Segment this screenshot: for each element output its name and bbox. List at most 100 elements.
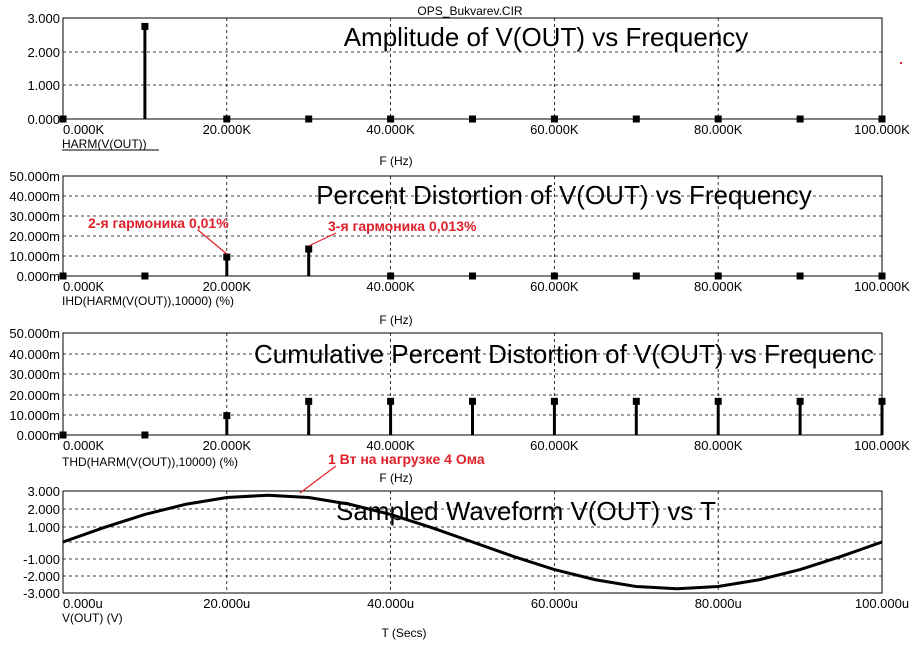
x-tick-label: 60.000u	[531, 596, 578, 611]
y-tick-label: 10.000m	[9, 249, 60, 264]
harmonic-marker	[141, 272, 149, 280]
x-tick-label: 20.000u	[203, 596, 250, 611]
trace-label: IHD(HARM(V(OUT)),10000) (%)	[62, 294, 234, 308]
trace-label: V(OUT) (V)	[62, 611, 123, 625]
harmonic-marker	[223, 253, 231, 261]
x-tick-label: 20.000K	[203, 279, 252, 294]
x-tick-label: 100.000u	[855, 596, 909, 611]
x-tick-label: 40.000u	[367, 596, 414, 611]
harmonic-marker	[59, 272, 67, 280]
harmonic-marker	[796, 397, 804, 405]
x-axis-label: F (Hz)	[379, 471, 412, 485]
x-tick-label: 0.000u	[63, 596, 103, 611]
x-tick-label: 100.000K	[854, 438, 910, 453]
annotation-pointer	[299, 465, 337, 494]
y-tick-label: 30.000m	[9, 367, 60, 382]
waveform-line	[62, 493, 883, 591]
y-tick-label: 50.000m	[9, 326, 60, 341]
y-tick-label: 0.000m	[17, 428, 60, 443]
x-tick-label: 80.000u	[695, 596, 742, 611]
harmonic-marker	[59, 431, 67, 439]
y-tick-label: 0.000	[27, 112, 60, 127]
harmonic-marker	[714, 115, 722, 123]
x-tick-label: 80.000K	[694, 438, 743, 453]
x-tick-label: 100.000K	[854, 279, 910, 294]
trace-label: HARM(V(OUT))	[62, 137, 147, 151]
plot-title: Amplitude of V(OUT) vs Frequency	[344, 22, 749, 52]
edge-marker	[900, 62, 902, 64]
annotation-pointer	[308, 232, 337, 247]
y-tick-label: 1.000	[27, 78, 60, 93]
harmonic-marker	[387, 115, 395, 123]
plot-title: Percent Distortion of V(OUT) vs Frequenc…	[316, 180, 812, 210]
harmonic-marker	[550, 397, 558, 405]
y-tick-label: -2.000	[23, 569, 60, 584]
harmonic-marker	[305, 397, 313, 405]
y-tick-label: 0.000m	[17, 269, 60, 284]
harmonic-marker	[796, 272, 804, 280]
y-tick-label: 40.000m	[9, 347, 60, 362]
y-tick-label: 2.000	[27, 502, 60, 517]
x-tick-label: 60.000K	[530, 438, 579, 453]
x-tick-label: 80.000K	[694, 122, 743, 137]
y-tick-label: -3.000	[23, 586, 60, 601]
x-axis-label: F (Hz)	[379, 313, 412, 327]
window-title: OPS_Bukvarev.CIR	[417, 4, 522, 18]
harmonic-marker	[632, 397, 640, 405]
harmonic-marker	[550, 272, 558, 280]
harmonic-marker	[878, 272, 886, 280]
harmonic-marker	[714, 397, 722, 405]
x-axis-label: T (Secs)	[381, 626, 426, 640]
harmonic-marker	[632, 272, 640, 280]
trace-label: THD(HARM(V(OUT)),10000) (%)	[62, 455, 238, 469]
y-tick-label: -1.000	[23, 552, 60, 567]
harmonic-marker	[223, 115, 231, 123]
harmonic-marker	[632, 115, 640, 123]
x-tick-label: 0.000K	[63, 122, 105, 137]
harmonic-marker	[469, 397, 476, 405]
y-tick-label: 10.000m	[9, 408, 60, 423]
y-tick-label: 30.000m	[9, 209, 60, 224]
plot-title: Sampled Waveform V(OUT) vs T	[336, 496, 716, 526]
y-tick-label: 40.000m	[9, 189, 60, 204]
y-tick-label: 3.000	[27, 11, 60, 26]
harmonic-marker	[714, 272, 722, 280]
x-tick-label: 100.000K	[854, 122, 910, 137]
x-tick-label: 40.000K	[366, 279, 415, 294]
plot-title: Cumulative Percent Distortion of V(OUT) …	[254, 339, 874, 369]
plot-panel-3	[59, 332, 886, 439]
y-tick-label: 3.000	[27, 484, 60, 499]
y-tick-label: 1.000	[27, 520, 60, 535]
plot-panel-1	[59, 17, 886, 151]
x-tick-label: 40.000K	[366, 438, 415, 453]
plot-panel-2	[59, 175, 886, 280]
annotation-pointer	[197, 229, 228, 255]
harmonic-marker	[387, 397, 395, 405]
x-tick-label: 80.000K	[694, 279, 743, 294]
y-tick-label: 50.000m	[9, 169, 60, 184]
harmonic-marker	[878, 397, 886, 405]
harmonic-marker	[796, 115, 804, 123]
annotation-label: 2-я гармоника 0,01%	[88, 215, 229, 231]
harmonic-marker	[223, 412, 231, 420]
harmonic-marker	[550, 115, 558, 123]
y-tick-label: 2.000	[27, 45, 60, 60]
x-tick-label: 40.000K	[366, 122, 415, 137]
x-tick-label: 20.000K	[203, 438, 252, 453]
harmonic-marker	[59, 115, 67, 123]
x-tick-label: 20.000K	[203, 122, 252, 137]
x-tick-label: 60.000K	[530, 279, 579, 294]
annotation-label: 1 Вт на нагрузке 4 Ома	[328, 451, 485, 467]
x-tick-label: 0.000K	[63, 279, 105, 294]
harmonic-marker	[141, 22, 149, 30]
harmonic-marker	[878, 115, 886, 123]
x-tick-label: 60.000K	[530, 122, 579, 137]
y-tick-label: 20.000m	[9, 388, 60, 403]
x-axis-label: F (Hz)	[379, 154, 412, 168]
harmonic-marker	[387, 272, 395, 280]
y-tick-label: 20.000m	[9, 229, 60, 244]
harmonic-marker	[141, 431, 149, 439]
harmonic-marker	[469, 272, 476, 280]
